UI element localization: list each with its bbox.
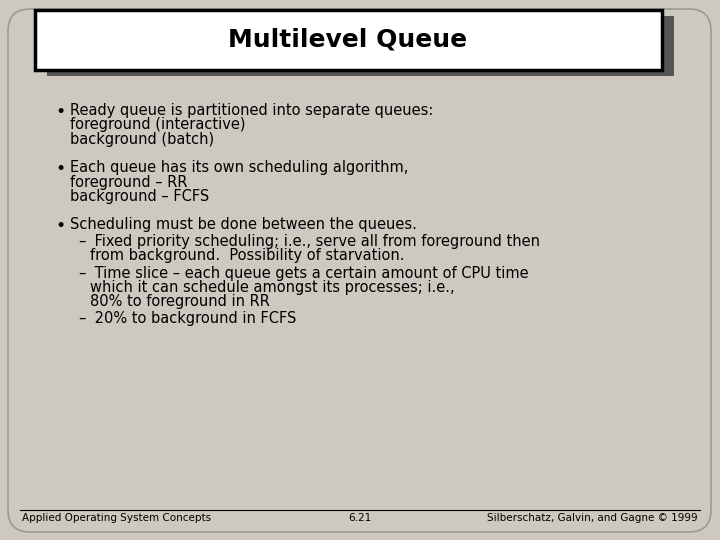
FancyBboxPatch shape	[35, 10, 662, 70]
Text: Applied Operating System Concepts: Applied Operating System Concepts	[22, 513, 211, 523]
Text: foreground – RR: foreground – RR	[70, 174, 187, 190]
Text: background – FCFS: background – FCFS	[70, 189, 210, 204]
Text: which it can schedule amongst its processes; i.e.,: which it can schedule amongst its proces…	[90, 280, 454, 295]
Text: from background.  Possibility of starvation.: from background. Possibility of starvati…	[90, 248, 405, 263]
Text: background (batch): background (batch)	[70, 132, 214, 147]
Text: 80% to foreground in RR: 80% to foreground in RR	[90, 294, 270, 309]
Text: •: •	[55, 103, 66, 121]
Text: •: •	[55, 160, 66, 178]
Text: Ready queue is partitioned into separate queues:: Ready queue is partitioned into separate…	[70, 103, 433, 118]
Text: Scheduling must be done between the queues.: Scheduling must be done between the queu…	[70, 217, 417, 232]
Text: –: –	[78, 266, 86, 281]
Text: –: –	[78, 234, 86, 249]
Text: Time slice – each queue gets a certain amount of CPU time: Time slice – each queue gets a certain a…	[90, 266, 528, 281]
Text: –: –	[78, 311, 86, 326]
Text: 20% to background in FCFS: 20% to background in FCFS	[90, 311, 297, 326]
Text: Silberschatz, Galvin, and Gagne © 1999: Silberschatz, Galvin, and Gagne © 1999	[487, 513, 698, 523]
Text: Each queue has its own scheduling algorithm,: Each queue has its own scheduling algori…	[70, 160, 408, 175]
Text: •: •	[55, 217, 66, 235]
FancyBboxPatch shape	[8, 9, 711, 532]
Text: foreground (interactive): foreground (interactive)	[70, 118, 246, 132]
FancyBboxPatch shape	[47, 16, 674, 76]
Text: Multilevel Queue: Multilevel Queue	[228, 28, 467, 52]
Text: Fixed priority scheduling; i.e., serve all from foreground then: Fixed priority scheduling; i.e., serve a…	[90, 234, 540, 249]
Text: 6.21: 6.21	[348, 513, 372, 523]
